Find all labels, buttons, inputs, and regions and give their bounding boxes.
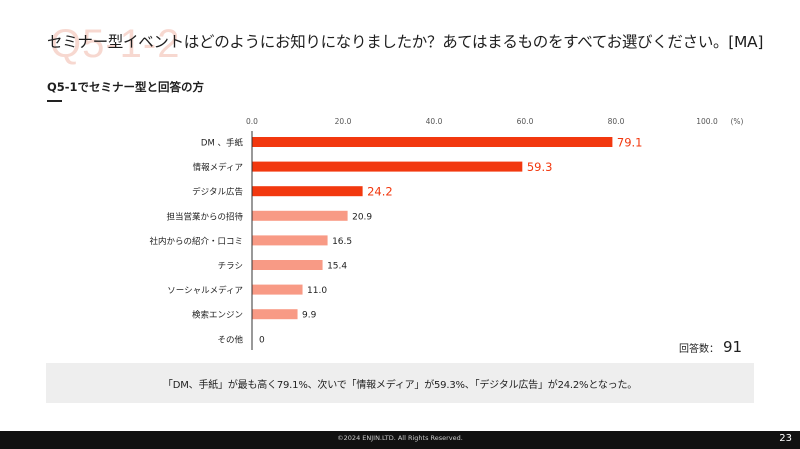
respondent-count: 回答数： 91 bbox=[679, 338, 742, 356]
category-label: デジタル広告 bbox=[192, 187, 243, 198]
bar bbox=[252, 186, 363, 197]
category-label: その他 bbox=[217, 334, 243, 345]
bar bbox=[252, 309, 298, 320]
page-subtitle: Q5-1でセミナー型と回答の方 bbox=[47, 80, 205, 94]
category-label: 担当営業からの招待 bbox=[166, 211, 243, 222]
x-tick-label: 40.0 bbox=[426, 117, 443, 126]
bar-chart: 0.0 20.0 40.0 60.0 80.0 100.0 (%) DM 、手紙 79.1 情報メ… bbox=[149, 117, 744, 350]
bar bbox=[252, 137, 613, 147]
data-label: 0 bbox=[259, 335, 265, 345]
footer-bar: ©2024 ENJIN.LTD. All Rights Reserved. 23 bbox=[0, 431, 800, 449]
category-label: DM 、手紙 bbox=[201, 138, 244, 149]
page-title: セミナー型イベントはどのようにお知りになりましたか？あてはまるものをすべてお選び… bbox=[47, 33, 764, 51]
respondent-value: 91 bbox=[723, 338, 743, 356]
subtitle-underline bbox=[47, 100, 62, 102]
x-tick-label: 100.0 bbox=[696, 117, 718, 126]
summary-box: 「DM、手紙」が最も高く79.1%、次いで「情報メディア」が59.3%、「デジタ… bbox=[46, 363, 754, 403]
copyright: ©2024 ENJIN.LTD. All Rights Reserved. bbox=[337, 434, 463, 442]
bar bbox=[252, 235, 328, 246]
data-label: 79.1 bbox=[617, 136, 643, 150]
category-label: チラシ bbox=[218, 262, 243, 272]
category-label: 社内からの紹介・口コミ bbox=[149, 236, 243, 247]
bar bbox=[252, 161, 523, 172]
summary-text: 「DM、手紙」が最も高く79.1%、次いで「情報メディア」が59.3%、「デジタ… bbox=[162, 379, 638, 391]
x-tick-label: 0.0 bbox=[246, 117, 258, 126]
x-tick-label: 60.0 bbox=[517, 117, 534, 126]
data-label: 9.9 bbox=[302, 311, 317, 321]
page-number: 23 bbox=[779, 433, 792, 444]
data-label: 16.5 bbox=[332, 237, 352, 247]
data-label: 15.4 bbox=[327, 262, 347, 272]
bar bbox=[252, 284, 303, 295]
unit-label: (%) bbox=[731, 117, 744, 126]
category-label: 情報メディア bbox=[193, 162, 243, 173]
data-label: 20.9 bbox=[352, 212, 372, 222]
x-tick-label: 80.0 bbox=[608, 117, 625, 126]
data-label: 11.0 bbox=[307, 286, 327, 296]
category-label: 検索エンジン bbox=[192, 310, 243, 321]
bar bbox=[252, 260, 323, 270]
bar bbox=[252, 210, 348, 221]
category-label: ソーシャルメディア bbox=[167, 285, 243, 296]
question-watermark: Q5-1-2 bbox=[50, 22, 181, 66]
respondent-label: 回答数： bbox=[679, 344, 719, 355]
data-label: 59.3 bbox=[527, 160, 553, 174]
x-tick-label: 20.0 bbox=[335, 117, 352, 126]
data-label: 24.2 bbox=[367, 185, 393, 199]
